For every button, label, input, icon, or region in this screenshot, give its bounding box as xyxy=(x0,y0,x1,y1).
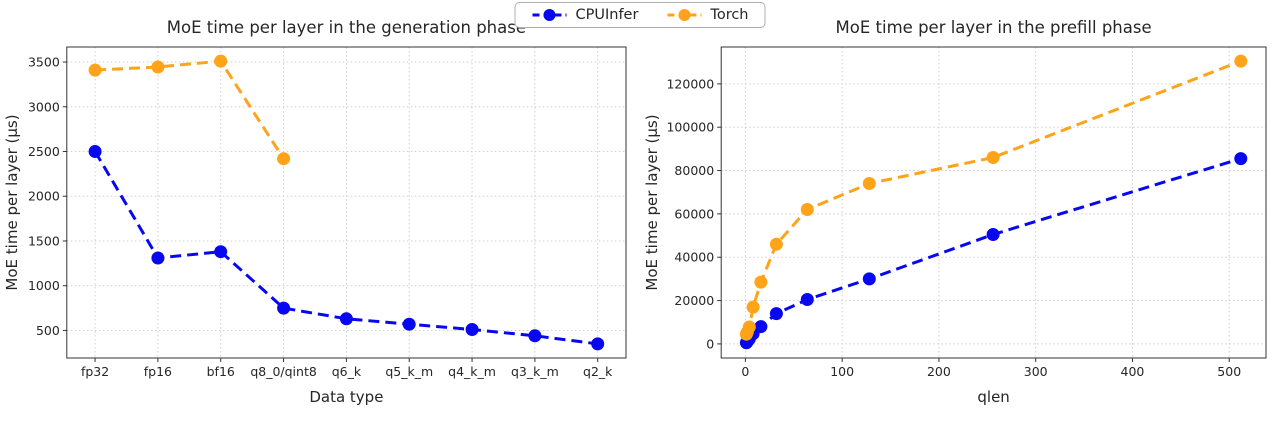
data-point-torch xyxy=(746,300,760,314)
x-tick-label: 500 xyxy=(1217,364,1241,379)
x-tick-label: q4_k_m xyxy=(448,364,496,379)
y-tick-label: 1500 xyxy=(28,233,60,248)
y-tick-label: 40000 xyxy=(674,250,714,265)
data-point-cpuinfer xyxy=(151,251,165,265)
cpuinfer-line-sample-icon xyxy=(532,9,567,21)
x-tick-label: 100 xyxy=(830,364,854,379)
data-point-cpuinfer xyxy=(1234,152,1248,166)
y-tick-label: 3500 xyxy=(28,55,60,70)
y-tick-label: 80000 xyxy=(674,163,714,178)
y-axis-label: MoE time per layer (μs) xyxy=(3,114,21,290)
x-tick-label: q2_k xyxy=(583,364,613,379)
torch-line-sample-icon xyxy=(667,9,702,21)
y-tick-label: 0 xyxy=(706,336,714,351)
legend: CPUInfer Torch xyxy=(514,2,766,28)
data-point-torch xyxy=(800,203,814,216)
y-tick-label: 100000 xyxy=(666,120,714,135)
legend-item-torch: Torch xyxy=(666,7,749,23)
data-point-cpuinfer xyxy=(591,337,605,351)
x-tick-label: fp32 xyxy=(81,364,109,379)
data-point-cpuinfer xyxy=(277,301,291,315)
x-tick-label: 300 xyxy=(1024,364,1048,379)
data-point-torch xyxy=(986,151,1000,164)
y-tick-label: 120000 xyxy=(666,76,714,91)
y-tick-label: 3000 xyxy=(28,99,60,114)
y-tick-label: 20000 xyxy=(674,293,714,308)
series-line-torch xyxy=(95,59,285,160)
y-tick-label: 1000 xyxy=(28,278,60,293)
data-point-torch xyxy=(742,320,756,334)
x-tick-label: 400 xyxy=(1121,364,1145,379)
x-tick-label: q8_0/qint8 xyxy=(250,364,317,379)
series-line-torch xyxy=(745,59,1242,335)
data-point-cpuinfer xyxy=(754,320,768,334)
data-point-cpuinfer xyxy=(88,145,102,158)
data-point-torch xyxy=(769,237,783,251)
data-point-torch xyxy=(277,152,291,166)
chart-title: MoE time per layer in the prefill phase xyxy=(836,18,1152,37)
y-tick-label: 60000 xyxy=(674,206,714,221)
data-point-torch xyxy=(862,177,876,190)
data-point-cpuinfer xyxy=(214,245,228,259)
series-line-cpuinfer xyxy=(745,157,1242,344)
x-tick-label: 0 xyxy=(741,364,749,379)
data-point-cpuinfer xyxy=(769,307,783,321)
data-point-torch xyxy=(754,275,768,289)
x-tick-label: bf16 xyxy=(207,364,235,379)
x-tick-label: q3_k_m xyxy=(511,364,559,379)
legend-label-torch: Torch xyxy=(710,7,749,23)
data-point-torch xyxy=(214,54,228,68)
chart-canvas: fp32 fp16 bf16 q8_0/qint8 q6_k q5_k_m q4_k_m q3… xyxy=(3,18,627,406)
data-point-cpuinfer xyxy=(528,329,542,343)
x-tick-label: fp16 xyxy=(144,364,172,379)
y-axis-label: MoE time per layer (μs) xyxy=(643,114,661,290)
chart-prefill-phase: 0 100 200 300 400 500 0 20000 40000 60000 80000 100… xyxy=(640,0,1280,426)
x-tick-label: q5_k_m xyxy=(385,364,433,379)
y-tick-label: 2500 xyxy=(28,144,60,159)
x-tick-label: q6_k xyxy=(332,364,362,379)
data-point-torch xyxy=(1234,54,1248,68)
y-tick-label: 2000 xyxy=(28,189,60,204)
plot-border xyxy=(720,46,1267,359)
chart-canvas: 0 100 200 300 400 500 0 20000 40000 60000 80000 100… xyxy=(643,18,1267,406)
data-point-cpuinfer xyxy=(986,228,1000,241)
data-point-cpuinfer xyxy=(402,317,416,331)
data-point-torch xyxy=(151,60,165,74)
legend-label-cpuinfer: CPUInfer xyxy=(575,7,639,23)
data-point-cpuinfer xyxy=(465,323,479,336)
x-axis-label: Data type xyxy=(309,388,383,406)
x-axis-label: qlen xyxy=(977,388,1009,406)
data-point-cpuinfer xyxy=(339,312,353,326)
y-tick-label: 500 xyxy=(36,323,60,338)
data-point-cpuinfer xyxy=(862,272,876,286)
chart-title: MoE time per layer in the generation pha… xyxy=(167,18,526,37)
x-tick-label: 200 xyxy=(927,364,951,379)
chart-generation-phase: fp32 fp16 bf16 q8_0/qint8 q6_k q5_k_m q4_k_m q3… xyxy=(3,18,627,406)
data-point-cpuinfer xyxy=(800,293,814,306)
series-line-cpuinfer xyxy=(93,150,598,346)
data-point-torch xyxy=(88,63,102,77)
legend-item-cpuinfer: CPUInfer xyxy=(531,7,638,23)
